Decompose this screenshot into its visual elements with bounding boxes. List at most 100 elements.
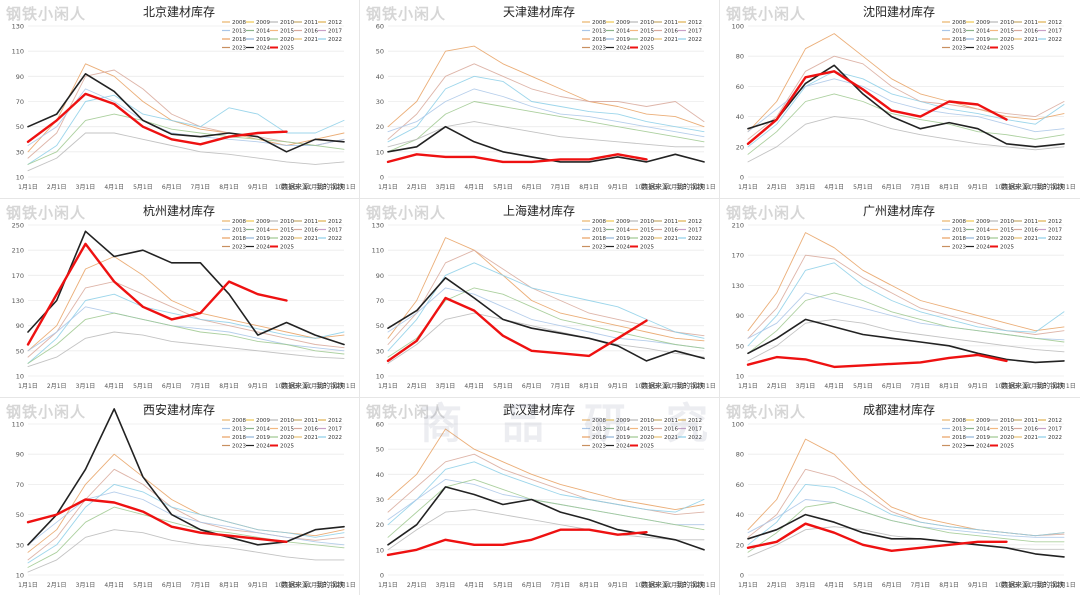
- legend-label: 2022: [328, 435, 342, 441]
- series-line-2010: [747, 116, 1065, 163]
- legend-label: 2022: [688, 236, 702, 242]
- legend-label: 2014: [616, 29, 630, 35]
- legend-label: 2019: [976, 37, 990, 43]
- x-tick-label: 9月1日: [968, 383, 988, 390]
- watermark-text: 钢铁小闲人: [6, 5, 87, 23]
- series-line-2022: [27, 483, 345, 564]
- legend-label: 2024: [256, 245, 270, 251]
- legend-label: 2025: [640, 46, 654, 52]
- x-tick-label: 2月1日: [47, 184, 67, 191]
- source-label: 数据来源：我的钢铁: [1001, 581, 1064, 589]
- series-line-2016: [387, 63, 705, 140]
- series-line-2020: [27, 113, 345, 165]
- y-tick-label: 90: [376, 272, 384, 280]
- legend-label: 2022: [688, 435, 702, 441]
- legend-label: 2008: [592, 20, 606, 26]
- x-tick-label: 1月1日: [738, 582, 758, 589]
- legend-label: 2008: [592, 418, 606, 424]
- series-line-2016: [747, 468, 1065, 538]
- y-tick-label: 130: [372, 222, 384, 230]
- legend-label: 2023: [592, 444, 606, 450]
- legend-label: 2015: [280, 29, 294, 35]
- x-tick-label: 5月1日: [853, 582, 873, 589]
- x-tick-label: 4月1日: [464, 383, 484, 390]
- legend-label: 2011: [304, 219, 318, 225]
- x-tick-label: 6月1日: [162, 582, 182, 589]
- chart-svg: 0 10 20 30 40 50 60 1月1日 2月1日 3月1日 4月1日 5月1日 6月1日 7月1…: [376, 418, 716, 589]
- legend-label: 2017: [688, 29, 702, 35]
- x-tick-label: 6月1日: [522, 582, 542, 589]
- x-tick-label: 2月1日: [47, 383, 67, 390]
- x-tick-label: 1月1日: [378, 383, 398, 390]
- legend-label: 2020: [640, 435, 654, 441]
- y-tick-label: 10: [16, 572, 24, 580]
- chart-title: 北京建材库存: [142, 5, 215, 19]
- series-line-2025: [26, 92, 288, 146]
- chart-panel: 10 30 50 70 90 110 130 1月1日 2月1日 3月1日 4月1日 5月1日 6月1日…: [0, 0, 358, 197]
- x-tick-label: 3月1日: [76, 184, 96, 191]
- y-tick-label: 50: [16, 347, 24, 355]
- y-tick-label: 40: [376, 471, 384, 479]
- x-tick-label: 5月1日: [493, 383, 513, 390]
- series-line-2010: [387, 509, 705, 551]
- legend-label: 2008: [952, 418, 966, 424]
- x-tick-label: 5月1日: [493, 582, 513, 589]
- y-tick-label: 80: [736, 53, 744, 61]
- legend-label: 2025: [280, 46, 294, 52]
- x-tick-label: 12月1日: [332, 184, 355, 191]
- legend-label: 2023: [592, 245, 606, 251]
- legend-label: 2008: [952, 20, 966, 26]
- legend-label: 2020: [1000, 435, 1014, 441]
- legend-label: 2025: [280, 245, 294, 251]
- watermark-text: 钢铁小闲人: [366, 5, 447, 23]
- x-tick-label: 4月1日: [104, 184, 124, 191]
- legend-label: 2011: [664, 418, 678, 424]
- watermark-text: 钢铁小闲人: [366, 403, 447, 421]
- x-tick-label: 1月1日: [378, 582, 398, 589]
- x-tick-label: 7月1日: [191, 184, 211, 191]
- legend-label: 2015: [640, 228, 654, 234]
- legend-label: 2011: [304, 418, 318, 424]
- x-tick-label: 1月1日: [18, 184, 38, 191]
- y-tick-label: 60: [376, 23, 384, 31]
- x-tick-label: 11月1日: [664, 184, 687, 191]
- x-tick-label: 4月1日: [824, 383, 844, 390]
- y-tick-label: 30: [376, 98, 384, 106]
- legend-label: 2022: [328, 37, 342, 43]
- series-line-2020: [387, 478, 705, 538]
- series-line-2013: [387, 88, 705, 138]
- legend-label: 2016: [1024, 427, 1038, 433]
- legend-label: 2018: [592, 435, 606, 441]
- legend-label: 2010: [1000, 219, 1014, 225]
- divider: [0, 397, 1080, 398]
- legend-label: 2018: [592, 236, 606, 242]
- legend-label: 2018: [232, 435, 246, 441]
- x-tick-label: 12月1日: [1052, 383, 1075, 390]
- source-label: 数据来源：我的钢铁: [1001, 183, 1064, 191]
- x-tick-label: 10月1日: [275, 383, 298, 390]
- series-line-2018: [387, 45, 705, 128]
- series-line-2025: [386, 153, 648, 164]
- x-tick-label: 12月1日: [332, 582, 355, 589]
- legend-label: 2014: [976, 29, 990, 35]
- series-line-2016: [747, 55, 1065, 140]
- series-line-2024: [387, 125, 705, 163]
- legend-label: 2011: [304, 20, 318, 26]
- legend-label: 2018: [592, 37, 606, 43]
- legend-label: 2022: [1048, 236, 1062, 242]
- watermark-text: 钢铁小闲人: [726, 5, 807, 23]
- chart-panel: 0 10 20 30 40 50 60 1月1日 2月1日 3月1日 4月1日 5月1日 6月1日 7月1…: [360, 398, 718, 595]
- legend-label: 2019: [616, 236, 630, 242]
- chart-title: 上海建材库存: [502, 204, 575, 218]
- series-line-2020: [387, 101, 705, 153]
- legend-label: 2024: [976, 444, 990, 450]
- legend-label: 2017: [688, 427, 702, 433]
- legend-label: 2014: [616, 228, 630, 234]
- y-tick-label: 30: [376, 347, 384, 355]
- legend-label: 2025: [640, 245, 654, 251]
- x-tick-label: 11月1日: [304, 184, 327, 191]
- x-tick-label: 4月1日: [464, 184, 484, 191]
- legend-label: 2010: [280, 418, 294, 424]
- legend-label: 2019: [976, 435, 990, 441]
- legend-label: 2008: [232, 418, 246, 424]
